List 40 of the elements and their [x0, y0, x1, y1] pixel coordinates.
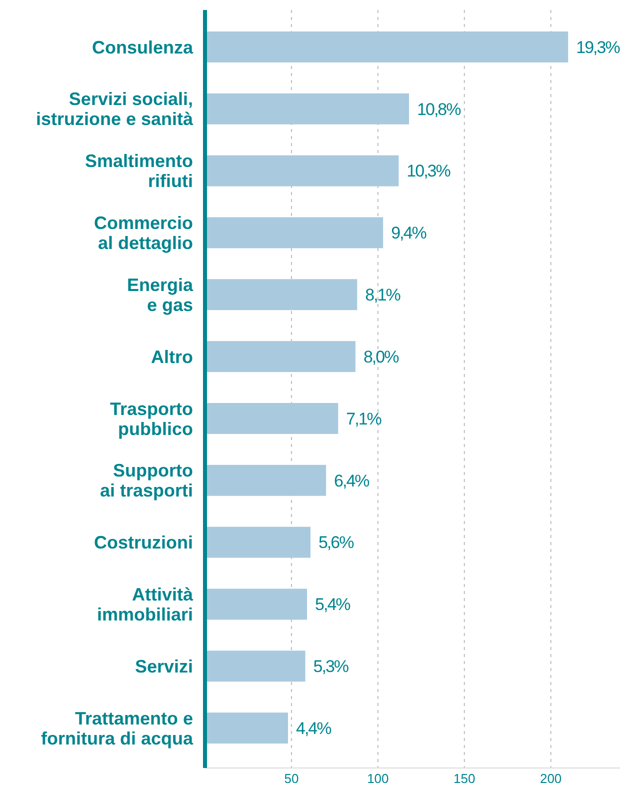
y-tick-label: Supporto ai trasporti: [100, 460, 193, 501]
annotation: 5,3%: [313, 657, 349, 676]
y-tick-label: Attività immobiliari: [96, 584, 194, 625]
annotation: 4,4%: [296, 718, 332, 738]
annotation: 9,4%: [391, 224, 427, 243]
bar: [205, 279, 358, 310]
y-tick-label: Servizi sociali, istruzione e sanità: [36, 89, 194, 130]
bar: [205, 31, 568, 62]
annotation: 10,8%: [417, 100, 462, 119]
bar: [205, 402, 338, 434]
bar: [205, 588, 308, 620]
y-tick-label: Servizi: [134, 656, 193, 676]
bar: [205, 464, 326, 496]
annotation: 8,1%: [365, 286, 401, 305]
bar: [205, 341, 356, 372]
x-tick-label: 100: [367, 771, 389, 786]
y-tick-label: Trasporto pubblico: [110, 398, 193, 439]
y-tick-label: Trattamento e fornitura di acqua: [40, 708, 194, 748]
y-tick-label: Altro: [151, 346, 193, 367]
bar: [205, 93, 410, 124]
bar: [205, 217, 384, 248]
annotation: 6,4%: [334, 471, 370, 490]
y-tick-label: Consulenza: [92, 37, 194, 58]
annotation: 5,4%: [315, 595, 351, 614]
bar: [205, 155, 399, 186]
y-tick-label: Smaltimento rifiuti: [84, 151, 193, 192]
annotation: 8,0%: [363, 347, 400, 366]
annotation: 7,1%: [346, 409, 382, 428]
x-tick-label: 150: [454, 771, 476, 786]
y-tick-label: Commercio al dettaglio: [94, 213, 193, 254]
bar: [205, 712, 288, 744]
x-tick-label: 200: [540, 771, 562, 786]
y-tick-label: Costruzioni: [94, 532, 193, 553]
bar: [205, 650, 306, 682]
annotation: 5,6%: [318, 533, 354, 552]
annotation: 19,3%: [576, 38, 620, 57]
y-tick-label: Energia e gas: [126, 274, 194, 315]
annotation: 10,3%: [406, 162, 451, 181]
x-tick-label: 50: [284, 771, 299, 786]
bar: [205, 526, 310, 558]
